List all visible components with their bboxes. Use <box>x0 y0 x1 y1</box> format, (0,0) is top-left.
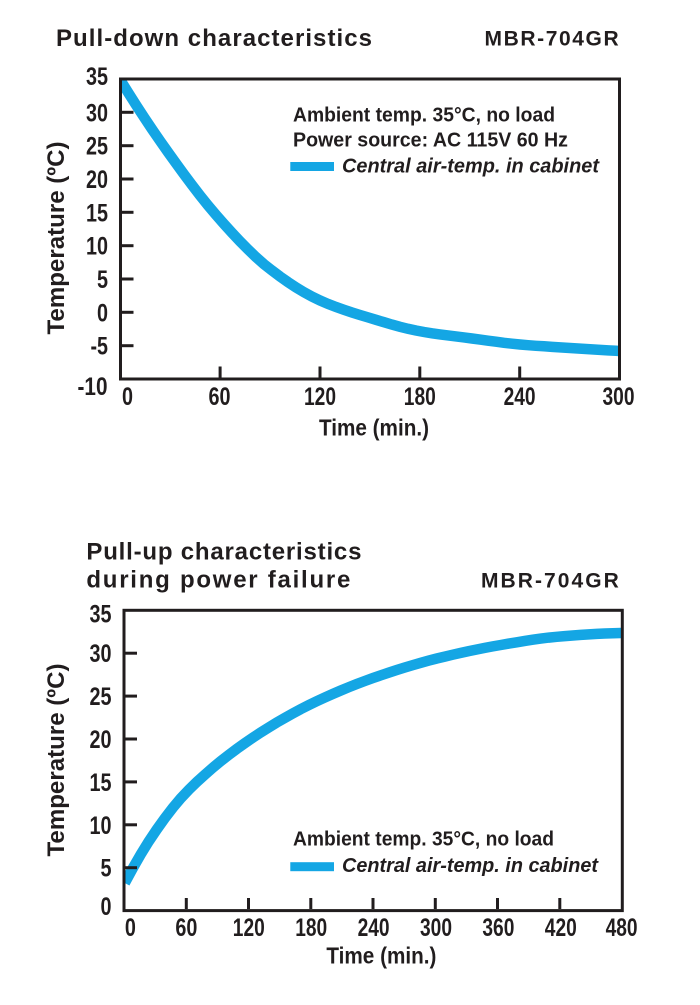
svg-text:0: 0 <box>101 893 112 921</box>
svg-text:Temperature (ºC): Temperature (ºC) <box>43 142 70 335</box>
svg-text:-5: -5 <box>91 333 109 361</box>
svg-text:Ambient temp. 35°C, no load: Ambient temp. 35°C, no load <box>293 104 555 126</box>
svg-text:15: 15 <box>90 769 112 797</box>
svg-text:-10: -10 <box>78 373 108 401</box>
svg-text:0: 0 <box>125 914 136 942</box>
svg-text:Central air-temp. in cabinet: Central air-temp. in cabinet <box>342 156 600 178</box>
svg-text:MBR-704GR: MBR-704GR <box>485 28 621 51</box>
svg-text:MBR-704GR: MBR-704GR <box>481 570 621 593</box>
svg-text:60: 60 <box>209 383 231 411</box>
svg-text:480: 480 <box>606 914 638 942</box>
svg-text:15: 15 <box>86 199 108 227</box>
svg-text:240: 240 <box>358 914 390 942</box>
svg-text:0: 0 <box>97 299 108 327</box>
svg-text:30: 30 <box>90 640 112 668</box>
svg-text:Ambient temp. 35°C, no load: Ambient temp. 35°C, no load <box>293 829 554 851</box>
svg-text:Pull-up characteristics: Pull-up characteristics <box>86 539 362 566</box>
svg-text:300: 300 <box>420 914 452 942</box>
svg-text:240: 240 <box>504 383 536 411</box>
svg-text:10: 10 <box>86 233 108 261</box>
svg-text:20: 20 <box>86 166 108 194</box>
svg-text:during power failure: during power failure <box>86 567 352 594</box>
svg-text:60: 60 <box>175 914 197 942</box>
svg-text:35: 35 <box>86 63 108 91</box>
svg-text:300: 300 <box>603 383 635 411</box>
svg-text:420: 420 <box>545 914 577 942</box>
svg-text:20: 20 <box>90 726 112 754</box>
svg-text:180: 180 <box>404 383 436 411</box>
svg-text:30: 30 <box>86 99 108 127</box>
svg-text:120: 120 <box>233 914 265 942</box>
svg-text:Power source: AC 115V 60 Hz: Power source: AC 115V 60 Hz <box>293 129 568 151</box>
svg-text:5: 5 <box>101 855 112 883</box>
svg-text:25: 25 <box>86 133 108 161</box>
svg-text:Central air-temp. in cabinet: Central air-temp. in cabinet <box>342 855 599 877</box>
svg-text:35: 35 <box>90 601 112 629</box>
svg-text:5: 5 <box>97 266 108 294</box>
svg-text:10: 10 <box>90 812 112 840</box>
svg-text:360: 360 <box>482 914 514 942</box>
svg-text:Pull-down characteristics: Pull-down characteristics <box>56 25 373 52</box>
svg-text:Time (min.): Time (min.) <box>319 415 429 441</box>
svg-text:0: 0 <box>122 383 133 411</box>
svg-text:120: 120 <box>304 383 336 411</box>
svg-text:25: 25 <box>90 683 112 711</box>
svg-text:Temperature (ºC): Temperature (ºC) <box>43 664 70 857</box>
svg-text:180: 180 <box>295 914 327 942</box>
svg-text:Time (min.): Time (min.) <box>326 943 436 969</box>
